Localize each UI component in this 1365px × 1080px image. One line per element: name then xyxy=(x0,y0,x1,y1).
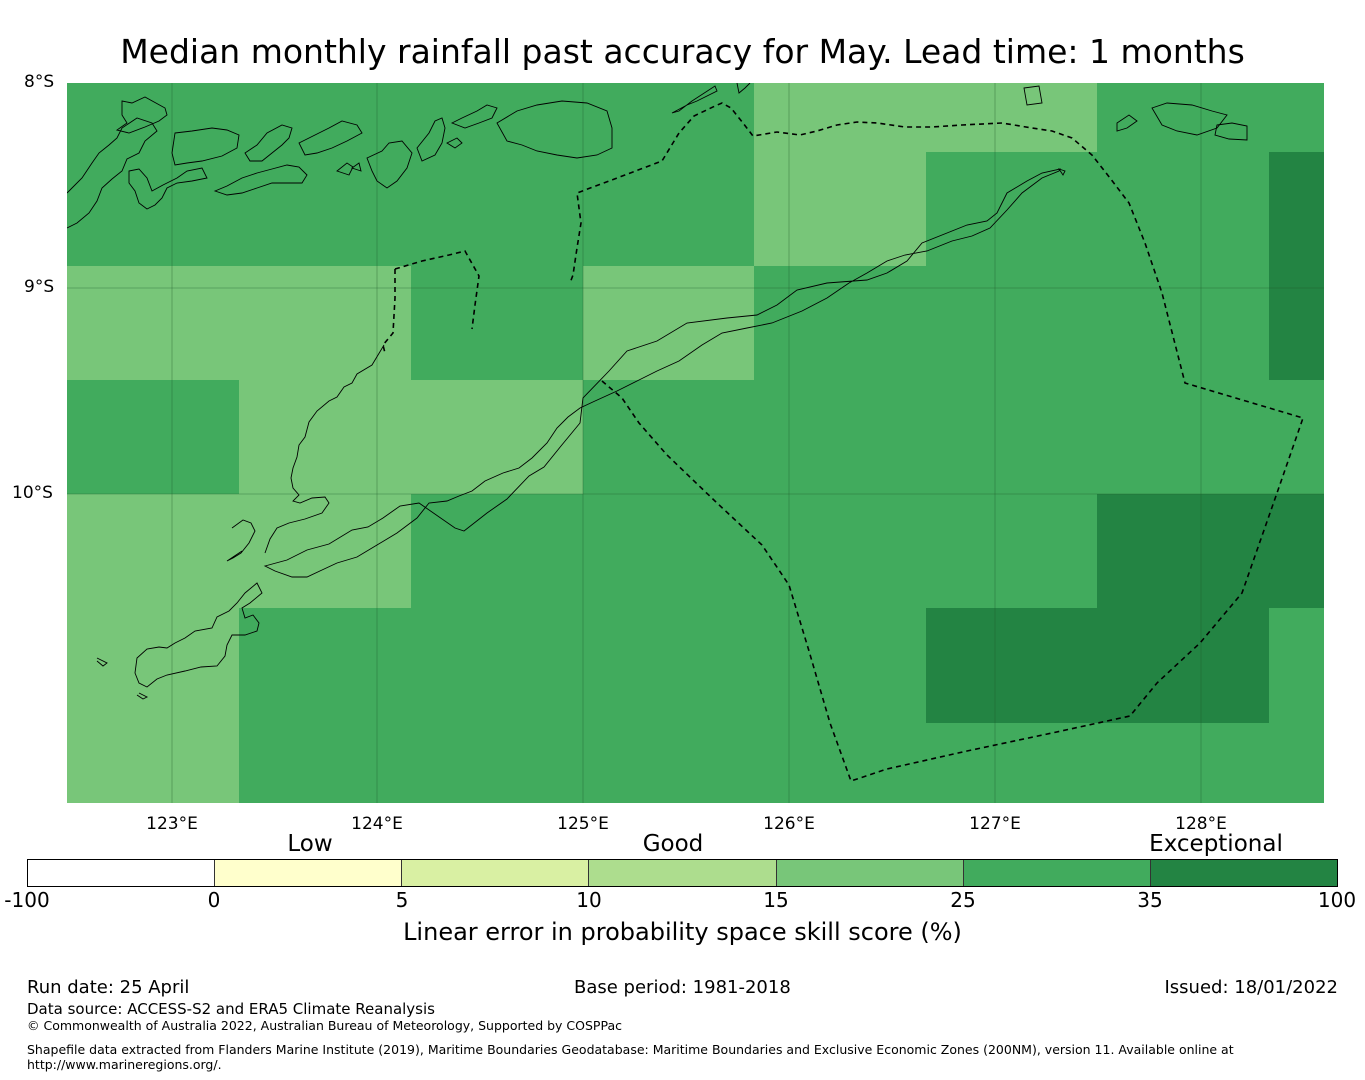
issued-date: Issued: 18/01/2022 xyxy=(1164,977,1338,998)
graticule xyxy=(67,83,1324,803)
colorbar-segment xyxy=(588,860,776,886)
lon-label-124e: 124°E xyxy=(351,814,403,834)
grid-cell xyxy=(67,494,411,608)
grid-cell xyxy=(754,152,926,266)
colorbar-segment xyxy=(775,860,963,886)
grid-cell xyxy=(67,608,239,803)
grid-cell xyxy=(926,152,1269,266)
grid-cell xyxy=(1269,152,1324,380)
skill-grid xyxy=(67,83,1324,803)
colorbar-tick: 5 xyxy=(395,888,409,912)
lat-label-10s: 10°S xyxy=(12,483,53,503)
lat-label-8s: 8°S xyxy=(24,72,55,92)
colorbar-tick: 25 xyxy=(950,888,976,912)
grid-cell xyxy=(411,494,1097,608)
grid-cell xyxy=(926,608,1269,723)
category-label-exceptional: Exceptional xyxy=(1149,831,1283,857)
colorbar-tick: 100 xyxy=(1317,888,1357,912)
timor-coastline xyxy=(263,168,1061,578)
base-period: Base period: 1981-2018 xyxy=(574,977,791,998)
colorbar xyxy=(27,859,1338,887)
grid-cell xyxy=(583,266,754,380)
colorbar-title: Linear error in probability space skill … xyxy=(403,918,962,946)
colorbar-segment xyxy=(28,860,215,886)
grid-cell xyxy=(67,266,411,380)
grid-cell xyxy=(754,266,1269,380)
grid-cell xyxy=(239,608,926,803)
grid-cell xyxy=(67,380,239,494)
coastlines xyxy=(67,83,1248,700)
lat-label-9s: 9°S xyxy=(24,277,55,297)
lon-label-126e: 126°E xyxy=(763,814,815,834)
category-label-good: Good xyxy=(642,831,704,857)
lon-label-123e: 123°E xyxy=(146,814,198,834)
grid-cell xyxy=(583,380,1324,494)
grid-cell xyxy=(754,83,1097,152)
colorbar-tick: 15 xyxy=(763,888,789,912)
map-plot xyxy=(67,83,1324,803)
eez-boundary-west xyxy=(394,250,480,330)
grid-cell xyxy=(1097,494,1324,608)
grid-cell xyxy=(411,266,583,380)
colorbar-tick: 35 xyxy=(1137,888,1163,912)
lon-label-125e: 125°E xyxy=(557,814,609,834)
grid-cell xyxy=(239,380,583,494)
copyright: © Commonwealth of Australia 2022, Austra… xyxy=(27,1018,622,1033)
colorbar-segment xyxy=(401,860,589,886)
eez-boundary-east xyxy=(569,102,1305,783)
grid-cell xyxy=(1269,608,1324,803)
chart-title: Median monthly rainfall past accuracy fo… xyxy=(120,32,1245,71)
colorbar-segment xyxy=(962,860,1150,886)
colorbar-tick: -100 xyxy=(4,888,50,912)
run-date: Run date: 25 April xyxy=(27,977,190,998)
data-source: Data source: ACCESS-S2 and ERA5 Climate … xyxy=(27,1000,435,1018)
colorbar-segment xyxy=(214,860,402,886)
grid-cell xyxy=(926,723,1269,803)
lon-label-127e: 127°E xyxy=(969,814,1021,834)
shapefile-credit: Shapefile data extracted from Flanders M… xyxy=(27,1042,1234,1057)
lon-label-128e: 128°E xyxy=(1175,814,1227,834)
colorbar-tick: 0 xyxy=(207,888,221,912)
maritime-boundaries xyxy=(382,102,1305,783)
grid-cell xyxy=(67,83,754,266)
colorbar-segment xyxy=(1149,860,1337,886)
colorbar-tick: 10 xyxy=(576,888,602,912)
category-label-low: Low xyxy=(287,831,333,857)
shapefile-url: http://www.marineregions.org/. xyxy=(27,1057,222,1072)
